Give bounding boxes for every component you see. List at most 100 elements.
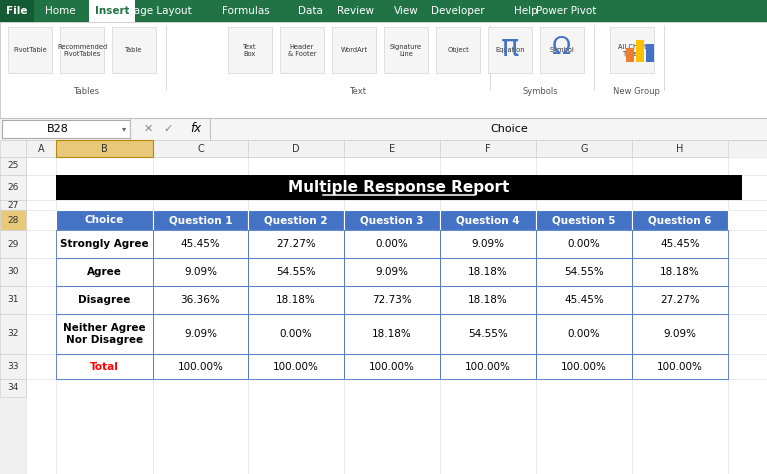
Bar (280, 27, 324, 73)
Bar (0, 175, 26, 200)
Text: Header
& Footer: Header & Footer (288, 44, 316, 56)
Bar (536, 210, 632, 230)
Text: Page Layout: Page Layout (128, 6, 192, 16)
Text: Developer: Developer (431, 6, 485, 16)
Text: 28: 28 (8, 216, 18, 225)
Bar (56, 210, 153, 230)
Bar (632, 286, 728, 314)
Bar (248, 354, 344, 379)
Bar (646, 44, 654, 62)
Text: 18.18%: 18.18% (372, 329, 412, 339)
Text: Agree: Agree (87, 267, 122, 277)
Bar (536, 258, 632, 286)
Text: 18.18%: 18.18% (276, 295, 316, 305)
Text: 9.09%: 9.09% (472, 239, 505, 249)
Bar (8, 27, 52, 73)
Bar (632, 140, 728, 157)
Bar (610, 27, 654, 73)
Text: Question 5: Question 5 (552, 215, 616, 225)
Bar (632, 354, 728, 379)
Bar (0, 118, 767, 140)
Bar (536, 354, 632, 379)
Text: G: G (581, 144, 588, 154)
Text: H: H (676, 144, 683, 154)
Bar (440, 210, 536, 230)
Bar (60, 27, 104, 73)
Bar (248, 258, 344, 286)
Text: 0.00%: 0.00% (280, 329, 312, 339)
Bar (632, 258, 728, 286)
Bar (2, 120, 130, 138)
Text: 9.09%: 9.09% (376, 267, 409, 277)
Text: PivotTable: PivotTable (13, 47, 47, 53)
Bar (56, 286, 153, 314)
Bar (0, 22, 767, 118)
Text: Multiple Response Report: Multiple Response Report (288, 180, 510, 195)
Text: Disagree: Disagree (78, 295, 130, 305)
Text: Question 1: Question 1 (169, 215, 232, 225)
Bar (248, 230, 344, 258)
Bar (436, 27, 480, 73)
Text: 54.55%: 54.55% (276, 267, 316, 277)
Bar (56, 314, 153, 354)
Text: Signature
Line: Signature Line (390, 44, 422, 56)
Text: Object: Object (447, 47, 469, 53)
Bar (332, 27, 376, 73)
Text: Formulas: Formulas (222, 6, 270, 16)
Bar (440, 314, 536, 354)
Bar (0, 379, 26, 397)
Text: A: A (38, 144, 44, 154)
Bar (112, 27, 156, 73)
Text: Neither Agree
Nor Disagree: Neither Agree Nor Disagree (63, 323, 146, 345)
Text: Question 4: Question 4 (456, 215, 520, 225)
Text: Recommended
PivotTables: Recommended PivotTables (57, 44, 107, 56)
Text: 100.00%: 100.00% (561, 362, 607, 372)
Text: 45.45%: 45.45% (564, 295, 604, 305)
Text: 31: 31 (7, 295, 18, 304)
Bar (488, 27, 532, 73)
Text: Total: Total (90, 362, 119, 372)
Text: 36.36%: 36.36% (180, 295, 220, 305)
Text: fx: fx (190, 122, 202, 136)
Bar (540, 27, 584, 73)
Text: Symbol: Symbol (550, 47, 574, 53)
Bar (344, 314, 440, 354)
Text: 32: 32 (8, 329, 18, 338)
Bar (440, 230, 536, 258)
Bar (536, 314, 632, 354)
Text: Text: Text (350, 86, 367, 95)
Text: Equation: Equation (495, 47, 525, 53)
Text: 100.00%: 100.00% (178, 362, 223, 372)
Text: 54.55%: 54.55% (564, 267, 604, 277)
Bar (0, 200, 26, 210)
Bar (26, 140, 56, 157)
Bar (0, 0, 767, 22)
Bar (344, 210, 440, 230)
Text: Review: Review (337, 6, 374, 16)
Bar (344, 354, 440, 379)
Bar (56, 140, 153, 157)
Bar (536, 286, 632, 314)
Bar (153, 258, 248, 286)
Text: Home: Home (44, 6, 75, 16)
Text: B28: B28 (47, 124, 69, 134)
Bar (228, 27, 272, 73)
Text: 30: 30 (7, 267, 18, 276)
Text: 0.00%: 0.00% (568, 329, 601, 339)
Bar (153, 286, 248, 314)
Text: C: C (197, 144, 204, 154)
Text: Choice: Choice (85, 215, 124, 225)
Text: Power Pivot: Power Pivot (536, 6, 596, 16)
Bar (248, 210, 344, 230)
Text: 18.18%: 18.18% (468, 295, 508, 305)
Bar (440, 286, 536, 314)
Text: 25: 25 (8, 162, 18, 171)
Text: B: B (101, 144, 108, 154)
Text: 29: 29 (8, 239, 18, 248)
Text: E: E (389, 144, 395, 154)
Text: D: D (292, 144, 300, 154)
Bar (0, 157, 26, 175)
Text: 54.55%: 54.55% (468, 329, 508, 339)
Bar (56, 230, 153, 258)
Text: Ω: Ω (552, 35, 571, 59)
